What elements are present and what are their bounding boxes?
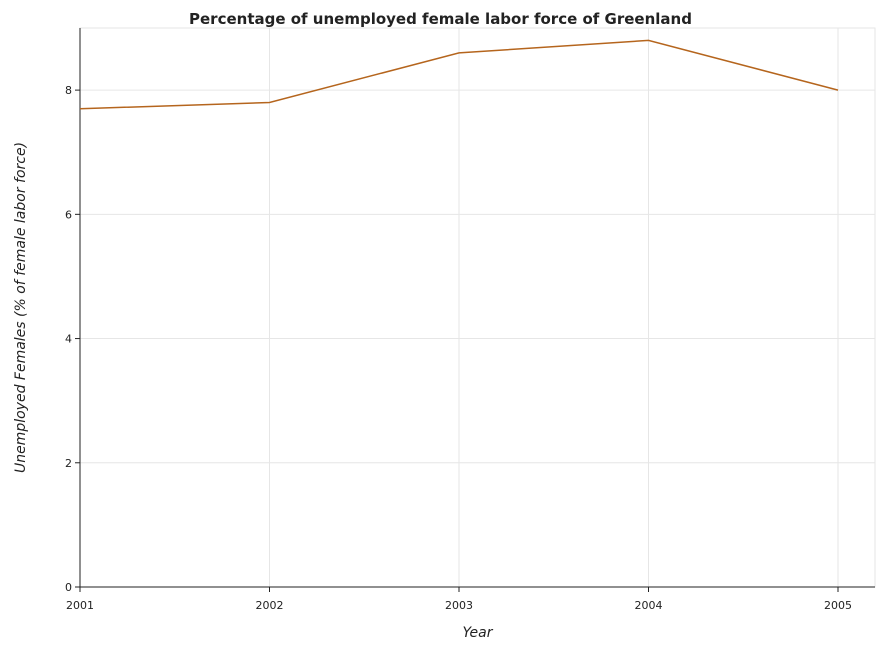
x-tick-labels: 2001 2002 2003 2004 2005 [66, 599, 852, 612]
x-tick-label: 2002 [256, 599, 284, 612]
y-tick-labels: 0 2 4 6 8 [65, 84, 72, 594]
series-group [79, 39, 839, 110]
y-tick-label: 2 [65, 457, 72, 470]
series-line [79, 39, 839, 110]
y-tick-label: 0 [65, 581, 72, 594]
y-tick-label: 4 [65, 333, 72, 346]
y-tick-label: 8 [65, 84, 72, 97]
x-tick-label: 2003 [445, 599, 473, 612]
x-tick-label: 2005 [824, 599, 852, 612]
grid-lines [79, 27, 876, 588]
chart-title: Percentage of unemployed female labor fo… [189, 10, 692, 28]
x-axis-label: Year [463, 625, 494, 641]
x-tick-label: 2004 [635, 599, 663, 612]
y-axis-label: Unemployed Females (% of female labor fo… [13, 142, 29, 473]
y-tick-label: 6 [65, 208, 72, 221]
axes [75, 28, 875, 592]
x-tick-label: 2001 [66, 599, 94, 612]
plot-frame [79, 27, 876, 588]
